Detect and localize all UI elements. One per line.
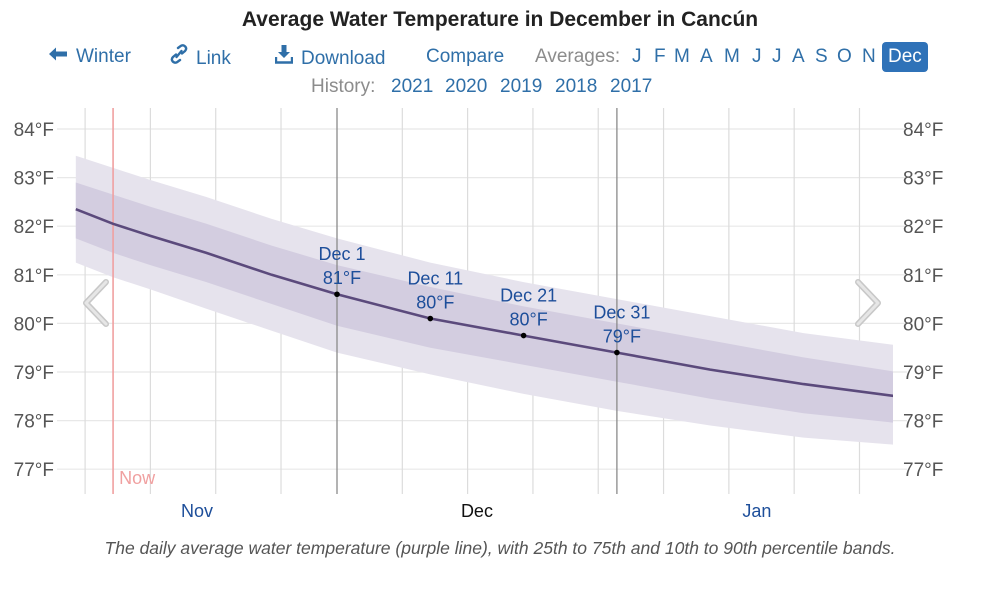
band-25-75-percentile [75,182,893,423]
y-tick-label: 80°F [903,314,943,335]
winter-label: Winter [76,46,131,67]
month-link-feb[interactable]: F [654,46,666,67]
y-tick-label: 78°F [14,412,54,433]
month-link-mar[interactable]: M [674,46,690,67]
download-label: Download [301,48,386,69]
average-temperature-line [75,207,893,398]
annotation-point [334,291,340,298]
month-link-jun[interactable]: J [752,46,762,67]
y-tick-label: 84°F [14,120,54,141]
annotation-point [520,332,527,339]
annotation-value: 81°F [323,268,361,288]
y-tick-label: 83°F [903,169,943,190]
annotation-point [427,315,434,322]
annotation-date: Dec 1 [318,244,365,264]
history-label: History: [311,76,376,97]
annotation-point [614,349,620,356]
x-axis-month-labels: Nov Dec Jan [181,501,771,521]
nav-bar: Winter Link Download Compare Averages: J… [0,42,1000,72]
month-label-jan[interactable]: Jan [742,501,771,521]
annotation-date: Dec 31 [593,303,650,323]
month-link-jan[interactable]: J [632,46,642,67]
history-year-link[interactable]: 2017 [610,76,653,97]
arrow-left-icon [48,44,68,70]
month-link-nov[interactable]: N [862,46,876,67]
link-icon [170,44,188,72]
month-link-jul[interactable]: J [772,46,782,67]
y-tick-label: 82°F [14,217,54,238]
y-tick-label: 79°F [903,363,943,384]
y-tick-label: 81°F [903,266,943,287]
annotation-value: 80°F [416,293,454,313]
history-year-link[interactable]: 2018 [555,76,598,97]
y-tick-label: 78°F [903,412,943,433]
link-label: Link [196,48,231,69]
page-title: Average Water Temperature in December in… [241,8,759,31]
month-link-dec-active[interactable]: Dec [882,42,928,72]
now-label: Now [119,468,156,488]
y-tick-label: 79°F [14,363,54,384]
download-button[interactable]: Download [274,44,386,72]
y-tick-label: 84°F [903,120,943,141]
download-icon [274,44,294,72]
y-tick-label: 77°F [903,460,943,481]
annotation-value: 80°F [509,310,547,330]
y-tick-label: 77°F [14,460,54,481]
month-label-dec: Dec [461,501,493,521]
history-year-link[interactable]: 2020 [445,76,488,97]
history-year-link[interactable]: 2019 [500,76,543,97]
y-axis-right: 84°F 83°F 82°F 81°F 80°F 79°F 78°F 77°F [903,120,943,481]
annotations: Dec 1 81°F Dec 11 80°F Dec 21 80°F Dec 31 79°F [318,244,650,356]
month-link-apr[interactable]: A [700,46,713,67]
month-label-nov[interactable]: Nov [181,501,213,521]
chevron-right-icon [855,279,881,327]
month-link-oct[interactable]: O [837,46,852,67]
month-boundary-lines [336,108,618,494]
chart-caption: The daily average water temperature (pur… [104,538,896,558]
winter-back-link[interactable]: Winter [48,44,131,70]
y-tick-label: 81°F [14,266,54,287]
annotation-value: 79°F [603,327,641,347]
month-link-aug[interactable]: A [792,46,805,67]
y-axis-left: 84°F 83°F 82°F 81°F 80°F 79°F 78°F 77°F [14,120,54,481]
averages-label: Averages: [535,46,621,67]
month-link-sep[interactable]: S [815,46,828,67]
history-bar: History: 2021 2020 2019 2018 2017 [0,74,1000,100]
month-link-may[interactable]: M [724,46,740,67]
history-year-link[interactable]: 2021 [391,76,434,97]
y-tick-label: 80°F [14,314,54,335]
next-month-chevron[interactable] [852,278,884,333]
y-tick-label: 83°F [14,169,54,190]
link-button[interactable]: Link [170,44,231,72]
annotation-date: Dec 11 [407,269,463,289]
chevron-left-icon [83,279,109,327]
y-tick-label: 82°F [903,217,943,238]
annotation-date: Dec 21 [500,286,557,306]
previous-month-chevron[interactable] [80,278,112,333]
compare-link[interactable]: Compare [426,46,505,67]
